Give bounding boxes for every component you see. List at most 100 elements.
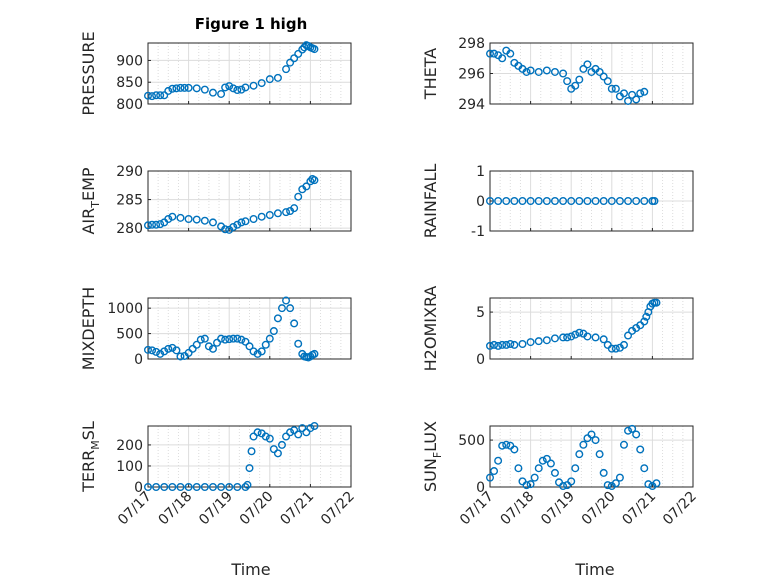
data-point bbox=[571, 330, 580, 339]
data-point bbox=[310, 349, 319, 358]
data-point bbox=[237, 218, 246, 227]
data-point bbox=[306, 177, 315, 186]
y-tick-label: 0 bbox=[476, 194, 485, 210]
subplot-6: 0 5 H2OMIXRA bbox=[421, 286, 694, 372]
data-point bbox=[229, 84, 238, 93]
y-tick-label: 0 bbox=[476, 352, 485, 368]
data-point bbox=[168, 84, 177, 93]
data-point bbox=[221, 83, 230, 92]
data-point bbox=[510, 445, 519, 454]
data-point bbox=[229, 222, 238, 231]
y-tick-label: 850 bbox=[116, 75, 143, 91]
data-point bbox=[233, 483, 242, 492]
data-point bbox=[575, 75, 584, 84]
data-point bbox=[241, 217, 250, 226]
data-point bbox=[310, 45, 319, 54]
y-tick-label: -1 bbox=[471, 224, 485, 240]
data-point bbox=[176, 213, 185, 222]
data-point bbox=[555, 478, 564, 487]
x-tick-label: 07/20 bbox=[579, 489, 619, 529]
y-tick-label: 294 bbox=[458, 97, 485, 113]
data-point bbox=[514, 464, 523, 473]
data-point bbox=[294, 192, 303, 201]
data-point bbox=[619, 440, 628, 449]
data-point bbox=[152, 220, 161, 229]
data-point bbox=[575, 450, 584, 459]
data-point bbox=[542, 196, 551, 205]
data-point bbox=[526, 66, 535, 75]
data-point bbox=[575, 196, 584, 205]
data-point bbox=[208, 218, 217, 227]
data-point bbox=[502, 196, 511, 205]
subplot-3: 280 285 290 AIRTEMP bbox=[79, 164, 352, 237]
subplot-5: 0 500 1000 MIXDEPTH bbox=[79, 287, 352, 370]
data-point bbox=[200, 85, 209, 94]
data-point bbox=[152, 91, 161, 100]
x-tick-label: 07/18 bbox=[498, 489, 538, 529]
data-point bbox=[225, 82, 234, 91]
axes-box bbox=[147, 42, 352, 105]
data-point bbox=[257, 347, 266, 356]
data-point bbox=[632, 95, 641, 104]
data-point bbox=[530, 473, 539, 482]
data-point bbox=[583, 332, 592, 341]
y-axis-label: THETA bbox=[421, 48, 440, 100]
data-point bbox=[294, 49, 303, 58]
data-point bbox=[192, 215, 201, 224]
data-point bbox=[490, 49, 499, 58]
y-tick-label: 296 bbox=[458, 67, 485, 83]
data-point bbox=[245, 342, 254, 351]
data-point bbox=[273, 209, 282, 218]
data-point bbox=[277, 304, 286, 313]
data-point bbox=[559, 69, 568, 78]
data-point bbox=[522, 67, 531, 76]
data-point bbox=[265, 210, 274, 219]
y-tick-label: 800 bbox=[116, 97, 143, 113]
data-point bbox=[486, 49, 495, 58]
data-point bbox=[176, 83, 185, 92]
y-tick-label: 0 bbox=[134, 480, 143, 496]
data-point bbox=[607, 196, 616, 205]
data-point bbox=[261, 432, 270, 441]
y-tick-label: 285 bbox=[116, 193, 143, 209]
data-point bbox=[526, 480, 535, 489]
data-point bbox=[510, 340, 519, 349]
data-point bbox=[587, 430, 596, 439]
data-point bbox=[502, 440, 511, 449]
data-point bbox=[534, 67, 543, 76]
data-point bbox=[282, 296, 291, 305]
y-tick-label: 100 bbox=[116, 459, 143, 475]
data-point bbox=[486, 341, 495, 350]
data-point bbox=[624, 96, 633, 105]
data-point bbox=[595, 67, 604, 76]
data-point bbox=[628, 424, 637, 433]
data-point bbox=[172, 84, 181, 93]
axes-box bbox=[489, 425, 694, 488]
data-point bbox=[636, 445, 645, 454]
data-point bbox=[265, 75, 274, 84]
data-point bbox=[494, 341, 503, 350]
y-axis-label: H2OMIXRA bbox=[421, 286, 440, 372]
data-point bbox=[225, 483, 234, 492]
data-point bbox=[176, 352, 185, 361]
data-point bbox=[257, 212, 266, 221]
data-point bbox=[542, 454, 551, 463]
y-axis-label: TERRMSL bbox=[79, 421, 102, 493]
data-point bbox=[184, 83, 193, 92]
y-axis-label: SUNFLUX bbox=[421, 421, 444, 492]
data-point bbox=[221, 335, 230, 344]
data-point bbox=[233, 86, 242, 95]
data-point bbox=[599, 72, 608, 81]
data-point bbox=[591, 436, 600, 445]
data-point bbox=[486, 473, 495, 482]
y-tick-label: 900 bbox=[116, 53, 143, 69]
data-point bbox=[164, 86, 173, 95]
data-point bbox=[237, 85, 246, 94]
x-tick-label: 07/18 bbox=[156, 489, 196, 529]
data-point bbox=[277, 440, 286, 449]
data-point bbox=[265, 434, 274, 443]
data-point bbox=[640, 317, 649, 326]
data-point bbox=[143, 483, 152, 492]
axes-box bbox=[489, 170, 694, 232]
